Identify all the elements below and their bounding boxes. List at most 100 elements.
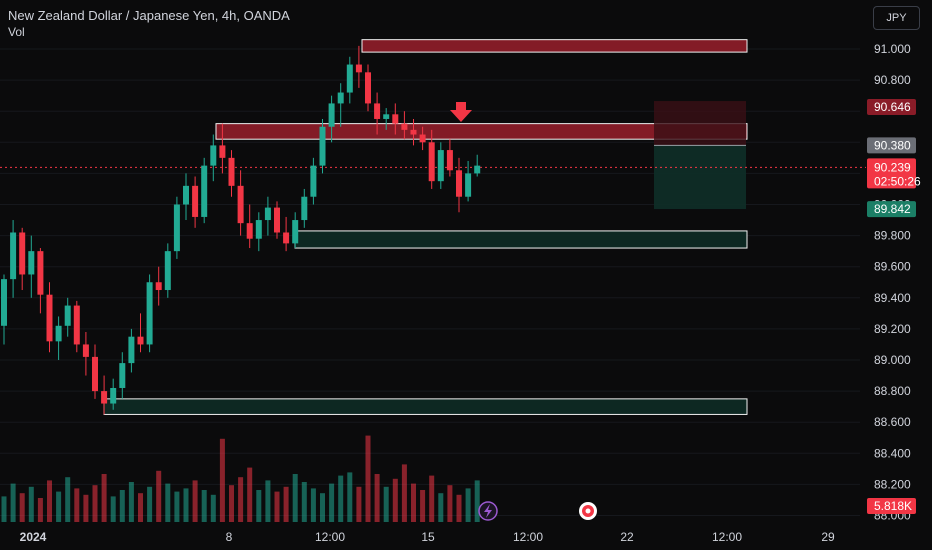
support-zone[interactable] <box>103 398 748 415</box>
volume-bar <box>247 467 253 522</box>
candle[interactable] <box>392 103 399 135</box>
candle[interactable] <box>365 64 371 112</box>
candle[interactable] <box>346 56 353 104</box>
candle[interactable] <box>46 282 53 353</box>
candle-body <box>73 305 80 345</box>
event-icon[interactable] <box>579 502 597 520</box>
candle[interactable] <box>355 45 362 88</box>
candle[interactable] <box>456 157 462 213</box>
candle[interactable] <box>474 154 481 177</box>
candle[interactable] <box>37 248 44 314</box>
candle[interactable] <box>292 212 299 249</box>
current-price-tag-bg <box>867 158 916 189</box>
candle-body <box>183 185 189 205</box>
volume-bar <box>138 493 143 522</box>
candle-body <box>119 363 126 388</box>
volume-bar <box>356 486 362 522</box>
candle[interactable] <box>173 196 180 259</box>
candle[interactable] <box>101 375 108 415</box>
candle[interactable] <box>410 118 417 146</box>
lightning-icon[interactable] <box>478 501 498 521</box>
candle[interactable] <box>310 157 317 205</box>
volume-bar <box>365 435 371 522</box>
candle[interactable] <box>28 235 35 298</box>
candle[interactable] <box>164 243 171 298</box>
currency-button[interactable]: JPY <box>873 6 920 30</box>
candle[interactable] <box>419 126 426 151</box>
candle[interactable] <box>146 274 153 353</box>
candle[interactable] <box>55 316 62 360</box>
candle[interactable] <box>328 95 335 143</box>
candle[interactable] <box>274 201 280 239</box>
candle[interactable] <box>401 111 408 140</box>
volume-bar <box>28 486 34 522</box>
candle-body <box>64 305 71 326</box>
candle-body <box>155 282 162 291</box>
candle[interactable] <box>137 313 144 353</box>
candle[interactable] <box>73 300 80 353</box>
candle-body <box>274 207 280 233</box>
take-profit-area[interactable] <box>654 145 746 210</box>
candle-body <box>374 103 381 119</box>
candle[interactable] <box>264 196 271 236</box>
candle[interactable] <box>374 92 381 135</box>
y-axis-label: 89.000 <box>874 353 911 367</box>
resistance-zone[interactable] <box>215 123 748 140</box>
candle[interactable] <box>19 227 26 291</box>
candle[interactable] <box>428 129 435 189</box>
candle[interactable] <box>210 134 217 182</box>
candle-body <box>283 232 290 244</box>
candle[interactable] <box>255 212 262 252</box>
candle[interactable] <box>119 352 126 399</box>
candle[interactable] <box>10 220 17 298</box>
candle[interactable] <box>246 204 253 249</box>
entry-price-tag-bg <box>867 137 916 154</box>
lightning-icon-bolt <box>484 504 492 518</box>
stop-price-tag-text: 90.646 <box>874 100 911 114</box>
resistance-zone[interactable] <box>361 39 748 53</box>
volume-bar <box>329 483 335 522</box>
entry-price-tag: 90.380 <box>867 137 916 154</box>
candle[interactable] <box>82 332 89 376</box>
arrow-down-icon <box>450 102 472 122</box>
candle[interactable] <box>237 170 244 236</box>
volume-bar <box>156 470 162 522</box>
candle[interactable] <box>192 176 199 228</box>
candle[interactable] <box>92 344 98 399</box>
y-axis-label: 91.000 <box>874 42 911 56</box>
candle-body <box>137 336 144 345</box>
volume-bar <box>401 464 407 522</box>
volume-bar <box>74 488 80 522</box>
y-axis-label: 88.200 <box>874 477 911 491</box>
candle[interactable] <box>228 150 235 197</box>
candle[interactable] <box>201 157 208 224</box>
candle[interactable] <box>283 216 290 252</box>
candle[interactable] <box>155 266 162 306</box>
candle[interactable] <box>128 328 135 373</box>
candle-body <box>146 282 153 345</box>
candle[interactable] <box>110 378 117 410</box>
event-icon-dot <box>585 508 591 514</box>
support-zone[interactable] <box>294 230 748 249</box>
candle-body <box>82 344 89 357</box>
volume-tag-text: 5.818K <box>874 499 912 513</box>
candle[interactable] <box>337 83 344 127</box>
candle[interactable] <box>437 142 444 189</box>
candle[interactable] <box>64 297 71 337</box>
x-axis-label: 12:00 <box>513 530 543 544</box>
candle[interactable] <box>183 173 189 221</box>
candle-body <box>446 150 453 171</box>
candle[interactable] <box>319 118 326 174</box>
stop-loss-area[interactable] <box>654 101 746 146</box>
candle-body <box>173 204 180 252</box>
candle[interactable] <box>1 274 7 345</box>
candle-body <box>192 185 199 217</box>
candle[interactable] <box>465 160 472 202</box>
volume-bar <box>37 498 43 522</box>
candle[interactable] <box>301 188 308 228</box>
candle[interactable] <box>219 123 226 174</box>
candle[interactable] <box>446 139 453 177</box>
candle[interactable] <box>383 108 390 130</box>
